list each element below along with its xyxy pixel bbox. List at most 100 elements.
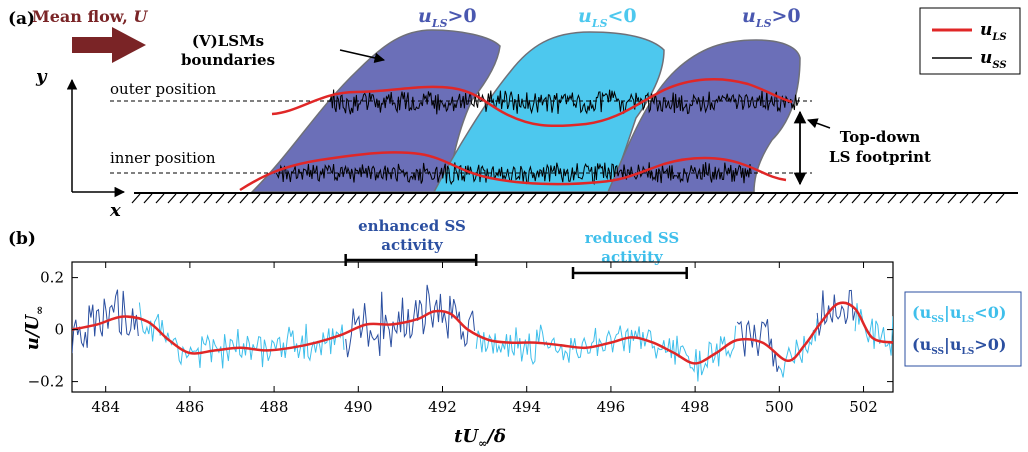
- y-tick-label: −0.2: [28, 373, 64, 391]
- wall-hatch-line: [647, 193, 657, 204]
- region-label-positive-1: uLS>0: [418, 5, 477, 30]
- annotation-enhanced-line2: activity: [381, 236, 444, 254]
- annotation-enhanced-line1: enhanced SS: [358, 217, 466, 235]
- outer-position-label: outer position: [110, 80, 217, 98]
- legend-a-label-ls: uLS: [980, 20, 1007, 43]
- wall-hatch-line: [503, 193, 513, 204]
- wall-hatch-line: [611, 193, 621, 204]
- wall-hatch-line: [359, 193, 369, 204]
- y-axis-label: u/U∞: [22, 306, 46, 351]
- wall-hatch-line: [551, 193, 561, 204]
- boundaries-pointer: [339, 49, 386, 64]
- wall-hatch-line: [467, 193, 477, 204]
- wall-hatch-line: [155, 193, 165, 204]
- ss-series: [72, 284, 893, 382]
- legend-b-label-negative: (uSS|uLS<0): [912, 303, 1006, 325]
- annotation-reduced-line1: reduced SS: [585, 229, 680, 247]
- wall-hatch-line: [347, 193, 357, 204]
- wall-hatch-line: [371, 193, 381, 204]
- region-label-positive-2: uLS>0: [742, 5, 801, 30]
- ss-trace-positive: [736, 319, 780, 372]
- wall-hatch-line: [191, 193, 201, 204]
- ss-signal-inner: [275, 162, 752, 186]
- x-tick-label: 488: [260, 398, 289, 416]
- wall-hatch-line: [803, 193, 813, 204]
- wall-hatch-line: [515, 193, 525, 204]
- y-tick-label: 0.2: [40, 269, 64, 287]
- ss-trace-negative: [854, 303, 893, 356]
- wall-hatch-line: [275, 193, 285, 204]
- ss-trace-positive: [345, 284, 475, 358]
- mean-flow-label: Mean flow, U: [32, 7, 148, 26]
- ls-signal-inner: [239, 151, 787, 192]
- wall-hatch-line: [215, 193, 225, 204]
- wall-hatch-line: [311, 193, 321, 204]
- wall-hatch-line: [251, 193, 261, 204]
- wall-hatch-line: [263, 193, 273, 204]
- plot-frame: [71, 261, 894, 393]
- wall-hatch-line: [755, 193, 765, 204]
- ss-trace-negative: [778, 318, 818, 378]
- wall-hatch-line: [683, 193, 693, 204]
- wall-hatch-line: [935, 193, 945, 204]
- wall-hatch-line: [491, 193, 501, 204]
- wall-hatch-line: [419, 193, 429, 204]
- wall-hatch-line: [287, 193, 297, 204]
- footprint-pointer: [807, 118, 831, 129]
- inner-position-label: inner position: [110, 149, 216, 167]
- wall-hatch-line: [635, 193, 645, 204]
- ss-signal-outer: [329, 89, 800, 115]
- ls-signal-outer: [271, 77, 793, 128]
- wall-hatch-line: [167, 193, 177, 204]
- wall-hatch-line: [827, 193, 837, 204]
- wall-hatch-line: [743, 193, 753, 204]
- annotation-bars: [344, 254, 688, 279]
- wall-hatch-line: [623, 193, 633, 204]
- wall-hatch-line: [815, 193, 825, 204]
- legend-a-label-ss: uSS: [980, 48, 1007, 71]
- wall-hatch-line: [587, 193, 597, 204]
- region-label-negative: uLS<0: [578, 5, 637, 30]
- wall-hatch-line: [239, 193, 249, 204]
- wall-hatch-line: [863, 193, 873, 204]
- y-tick-label: 0: [54, 321, 64, 339]
- ss-trace-positive: [72, 289, 139, 354]
- wall-hatch-line: [887, 193, 897, 204]
- legend-a: uLS uSS: [919, 7, 1021, 75]
- wall-hatch-line: [227, 193, 237, 204]
- wall-hatching: [131, 193, 1005, 204]
- legend-b-box: [904, 291, 1022, 367]
- wall-hatch-line: [923, 193, 933, 204]
- wall-hatch-line: [707, 193, 717, 204]
- wall-hatch-line: [995, 193, 1005, 204]
- wall-hatch-line: [323, 193, 333, 204]
- wall-hatch-line: [455, 193, 465, 204]
- wall-hatch-line: [143, 193, 153, 204]
- wall-hatch-line: [983, 193, 993, 204]
- wall-hatch-line: [203, 193, 213, 204]
- x-tick-label: 494: [512, 398, 541, 416]
- panel-a-label: (a): [8, 9, 35, 29]
- wall-hatch-line: [959, 193, 969, 204]
- wall-hatch-line: [875, 193, 885, 204]
- wall-hatch-line: [407, 193, 417, 204]
- wall-hatch-line: [335, 193, 345, 204]
- wall-hatch-line: [791, 193, 801, 204]
- axis-y-label: y: [35, 66, 48, 87]
- footprint-label-line2: LS footprint: [829, 148, 931, 166]
- x-axis-label: tU∞/δ: [454, 426, 506, 448]
- wall-hatch-line: [431, 193, 441, 204]
- wall-hatch-line: [971, 193, 981, 204]
- wall-hatch-line: [395, 193, 405, 204]
- boundaries-label-line1: (V)LSMs: [192, 32, 264, 50]
- ss-trace-negative: [138, 302, 345, 369]
- plot-area: [72, 284, 893, 382]
- ss-trace-positive: [816, 289, 856, 336]
- wall-hatch-line: [779, 193, 789, 204]
- wall-hatch-line: [911, 193, 921, 204]
- panel-b-label: (b): [8, 229, 36, 249]
- panel-b: (b) enhanced SS activity reduced SS acti…: [8, 217, 1022, 450]
- axis-x-label: x: [109, 200, 121, 221]
- wall-hatch-line: [443, 193, 453, 204]
